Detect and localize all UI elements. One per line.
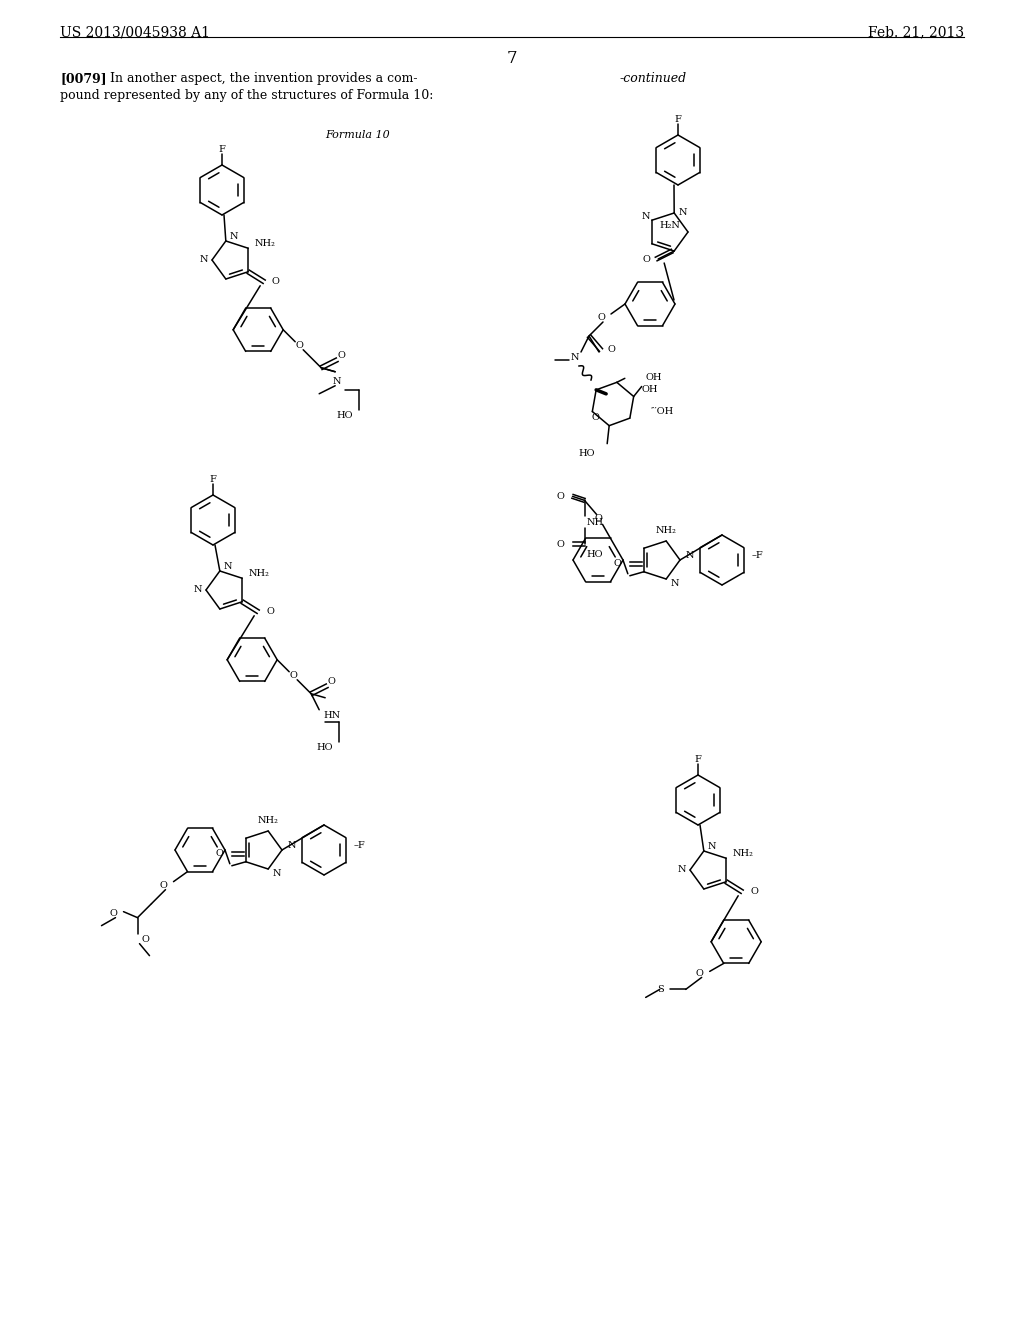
Text: O: O [266,607,274,616]
Text: O: O [595,513,602,523]
Text: S: S [657,985,664,994]
Text: In another aspect, the invention provides a com-: In another aspect, the invention provide… [110,73,418,84]
Text: O: O [751,887,758,896]
Text: O: O [160,882,168,890]
Text: NH₂: NH₂ [248,569,269,578]
Text: N: N [333,378,341,387]
Text: O: O [328,677,335,686]
Text: O: O [289,672,297,680]
Text: N: N [570,354,580,363]
Text: N: N [670,578,679,587]
Text: OH: OH [645,374,662,383]
Text: NH₂: NH₂ [655,527,677,536]
Text: –F: –F [354,841,366,850]
Text: [0079]: [0079] [60,73,106,84]
Text: -continued: -continued [620,73,687,84]
Text: H₂N: H₂N [659,222,680,231]
Text: HO: HO [587,550,603,558]
Text: O: O [216,849,224,858]
Text: F: F [210,475,216,484]
Text: HO: HO [337,412,353,420]
Text: F: F [675,116,681,124]
Text: ′′′OH: ′′′OH [651,408,674,417]
Text: HO: HO [316,743,333,752]
Text: O: O [607,346,614,355]
Text: O: O [337,351,345,360]
Text: N: N [708,842,717,851]
Text: Formula 10: Formula 10 [326,129,390,140]
Text: NH: NH [587,517,603,527]
Text: O: O [271,277,280,286]
Text: N: N [224,562,232,572]
Text: NH₂: NH₂ [254,239,275,248]
Text: O: O [110,909,118,919]
Text: N: N [641,211,650,220]
Text: HN: HN [324,711,340,721]
Text: OH: OH [641,385,657,395]
Text: US 2013/0045938 A1: US 2013/0045938 A1 [60,25,210,40]
Text: N: N [678,209,687,218]
Text: O: O [695,969,703,978]
Text: NH₂: NH₂ [258,817,279,825]
Text: N: N [229,232,239,242]
Text: pound represented by any of the structures of Formula 10:: pound represented by any of the structur… [60,88,433,102]
Text: Feb. 21, 2013: Feb. 21, 2013 [868,25,964,40]
Text: N: N [194,586,202,594]
Text: HO: HO [579,449,595,458]
Text: N: N [272,869,281,878]
Text: O: O [141,935,150,944]
Text: N: N [200,256,208,264]
Text: O: O [614,560,622,568]
Text: 7: 7 [507,50,517,67]
Text: O: O [642,255,650,264]
Text: O: O [557,540,564,549]
Text: F: F [694,755,701,764]
Text: N: N [678,866,686,874]
Text: N: N [288,842,297,850]
Text: O: O [597,314,605,322]
Text: N: N [686,552,694,561]
Text: O: O [591,413,599,422]
Text: F: F [218,145,225,154]
Text: –F: –F [752,550,764,560]
Text: O: O [295,342,303,350]
Text: O: O [557,492,564,500]
Text: NH₂: NH₂ [732,849,753,858]
